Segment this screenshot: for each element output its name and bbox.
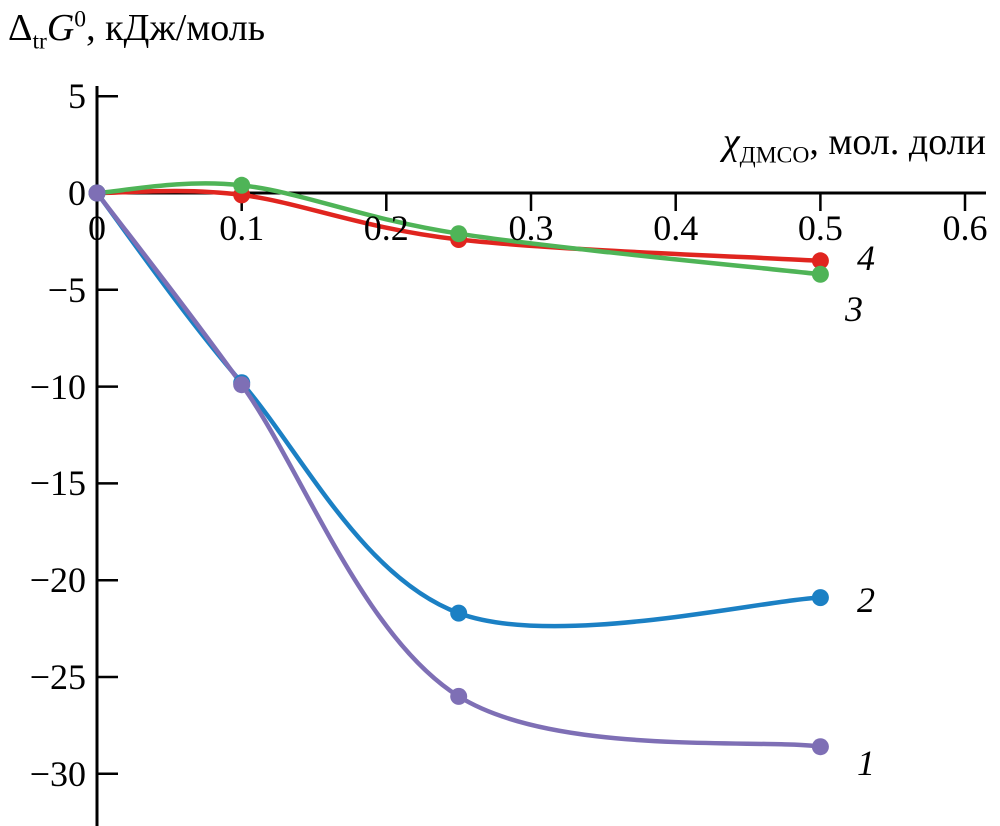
y-tick-label: −20 xyxy=(29,560,86,601)
x-tick-label: 0.1 xyxy=(219,208,265,248)
x-tick-label: 0.5 xyxy=(797,208,843,248)
curve-label-1: 1 xyxy=(857,743,875,783)
curve-2 xyxy=(94,190,823,629)
delta-symbol: Δ xyxy=(8,7,33,49)
data-point-curve-3 xyxy=(811,265,829,283)
y-axis-title: ΔtrG0, кДж/моль xyxy=(8,6,266,53)
data-point-curve-1 xyxy=(450,687,468,705)
gibbs-energy-symbol: G xyxy=(46,7,75,49)
y-tick-label: −5 xyxy=(47,269,86,310)
curve-3 xyxy=(94,181,823,277)
y-title-units: , кДж/моль xyxy=(86,7,266,49)
x-tick-label: 0 xyxy=(88,208,106,248)
curve-1 xyxy=(94,190,823,749)
y-tick-label: −15 xyxy=(29,463,86,504)
y-tick-label: 5 xyxy=(68,76,86,117)
y-title-subscript: tr xyxy=(32,28,47,55)
y-tick-label: −30 xyxy=(29,753,86,794)
curve-label-4: 4 xyxy=(857,238,875,278)
data-point-curve-3 xyxy=(233,176,251,194)
data-point-curve-1 xyxy=(88,184,106,202)
curve-4 xyxy=(94,188,823,264)
x-title-units: , мол. доли xyxy=(809,121,986,163)
x-title-subscript: ДМСО xyxy=(739,142,810,169)
x-axis-title: χДМСО, мол. доли xyxy=(722,120,986,167)
data-point-curve-1 xyxy=(811,738,829,756)
y-tick-label: −25 xyxy=(29,657,86,697)
data-point-curve-3 xyxy=(450,225,468,243)
curve-label-3: 3 xyxy=(845,289,863,329)
x-tick-label: 0.6 xyxy=(942,208,988,248)
y-title-superscript: 0 xyxy=(74,6,87,33)
y-tick-label: 0 xyxy=(68,173,86,213)
y-tick-label: −10 xyxy=(29,366,86,407)
x-tick-label: 0.4 xyxy=(653,208,699,248)
data-point-curve-1 xyxy=(233,376,251,394)
x-tick-label: 0.2 xyxy=(363,208,409,248)
data-point-curve-2 xyxy=(811,589,829,607)
x-tick-label: 0.3 xyxy=(508,208,554,248)
data-point-curve-2 xyxy=(450,604,468,622)
chi-symbol: χ xyxy=(722,121,740,163)
curve-label-2: 2 xyxy=(857,580,875,620)
data-point-curve-4 xyxy=(811,252,829,270)
